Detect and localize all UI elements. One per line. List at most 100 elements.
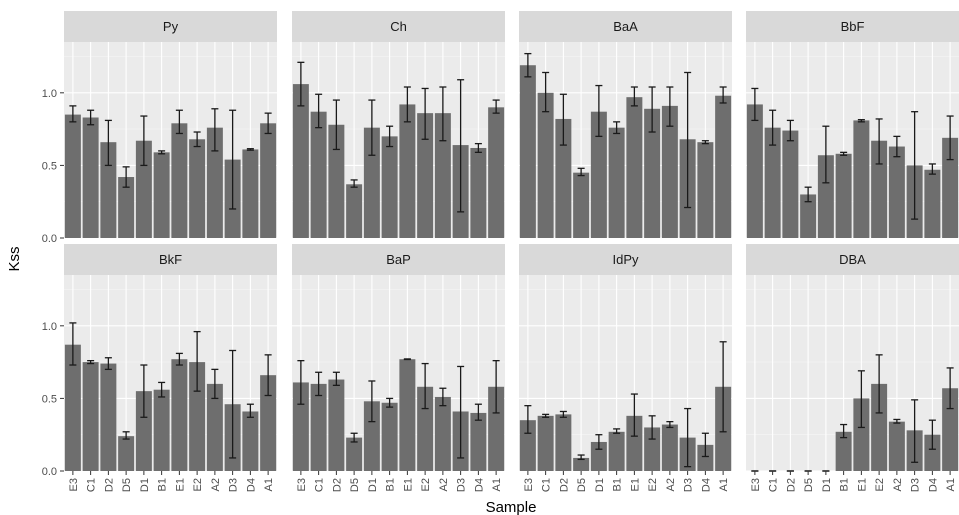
bar-c1 [537,415,554,471]
error-bar-c1 [315,371,323,397]
error-bar-c1 [769,109,777,146]
x-tick-label-e3: E3 [296,478,308,491]
error-bar-d1 [140,364,148,418]
x-tick-label-d3: D3 [228,478,240,492]
bar-d2 [328,379,345,471]
facet-panel-bkf: BkF 0.0 0.5 1.0 E3 C1 D2 D5 D1 B1 E1 E2 A2 D3 D4 A1 [42,244,277,492]
bar-b1 [381,402,398,471]
error-bar-e2 [875,354,883,414]
error-bar-e2 [421,87,429,140]
error-bar-a1 [719,86,727,104]
facet-strip [292,244,505,275]
x-tick-label-d1: D1 [139,478,151,492]
error-bar-d3 [684,407,692,468]
error-bar-c1 [542,413,550,418]
error-bar-d5 [804,186,812,203]
x-tick-label-b1: B1 [612,478,624,491]
error-bar-d2 [104,119,112,167]
bar-e2 [644,108,661,238]
bar-d2 [555,118,572,238]
error-bar-a2 [893,418,901,424]
error-bar-a1 [492,360,500,414]
bar-e1 [853,120,870,238]
x-tick-label-d1: D1 [367,478,379,492]
bar-d5 [118,177,135,238]
bar-d1 [590,111,607,238]
x-tick-label-d4: D4 [473,478,485,492]
bar-a2 [206,383,223,471]
bar-e3 [64,344,81,471]
error-bar-d3 [457,79,465,213]
x-tick-label-d4: D4 [700,478,712,492]
error-bar-c1 [87,360,95,365]
error-bar-b1 [613,121,621,135]
error-bar-a2 [893,135,901,158]
x-tick-label-b1: B1 [157,478,169,491]
x-tick-label-d2: D2 [103,478,115,492]
bar-a2 [661,105,678,238]
x-tick-label-d1: D1 [821,478,833,492]
error-bar-b1 [158,381,166,398]
error-bar-e3 [524,52,532,78]
x-tick-label-e2: E2 [874,478,886,491]
bar-d2 [782,130,799,238]
bar-e3 [519,420,536,471]
x-tick-label-a2: A2 [892,478,904,491]
bar-d5 [118,436,135,471]
x-tick-label-d2: D2 [785,478,797,492]
bar-e3 [292,382,309,471]
error-bar-d4 [474,403,482,421]
bar-e3 [746,104,763,238]
error-bar-b1 [386,397,394,408]
bar-a2 [888,146,905,238]
error-bar-b1 [840,151,848,156]
panel-background [519,275,732,471]
bar-a1 [260,375,277,471]
x-tick-label-d5: D5 [576,478,588,492]
x-tick-label-e2: E2 [647,478,659,491]
bar-b1 [835,431,852,471]
error-bar-e2 [648,86,656,133]
error-bar-e3 [524,405,532,434]
bar-d4 [470,147,487,238]
x-tick-label-e3: E3 [68,478,80,491]
x-tick-label-e2: E2 [420,478,432,491]
error-bar-d3 [911,399,919,463]
bar-a1 [488,386,505,471]
facet-strip-label: BaP [386,252,411,267]
error-bar-d5 [577,454,585,461]
error-bar-e3 [751,87,759,122]
bar-d1 [363,401,380,471]
x-tick-label-d3: D3 [683,478,695,492]
error-bar-a1 [719,341,727,433]
x-tick-label-d5: D5 [349,478,361,492]
bar-d4 [242,411,259,471]
error-bar-a1 [946,115,954,161]
panel-background [64,275,277,471]
x-tick-label-e1: E1 [402,478,414,491]
error-bar-e1 [175,352,183,366]
bar-e3 [292,84,309,239]
facet-strip [64,244,277,275]
x-tick-label-a1: A1 [263,478,275,491]
bar-e2 [189,139,206,238]
error-bar-a2 [666,86,674,127]
bar-d4 [697,142,714,238]
bar-d5 [346,437,363,471]
error-bar-e1 [403,86,411,123]
bar-a1 [260,123,277,238]
x-tick-label-e2: E2 [192,478,204,491]
bar-e1 [853,398,870,471]
error-bar-e3 [297,61,305,107]
bar-e1 [171,123,188,238]
error-bar-e2 [875,118,883,165]
bar-a1 [488,107,505,238]
bar-b1 [608,127,625,238]
panel-background [292,275,505,471]
facet-strip-label: BkF [159,252,182,267]
error-bar-d5 [350,179,358,188]
facet-strip-label: BbF [841,19,865,34]
facet-strip [746,244,959,275]
bar-a2 [434,113,451,238]
error-bar-d5 [122,431,130,440]
